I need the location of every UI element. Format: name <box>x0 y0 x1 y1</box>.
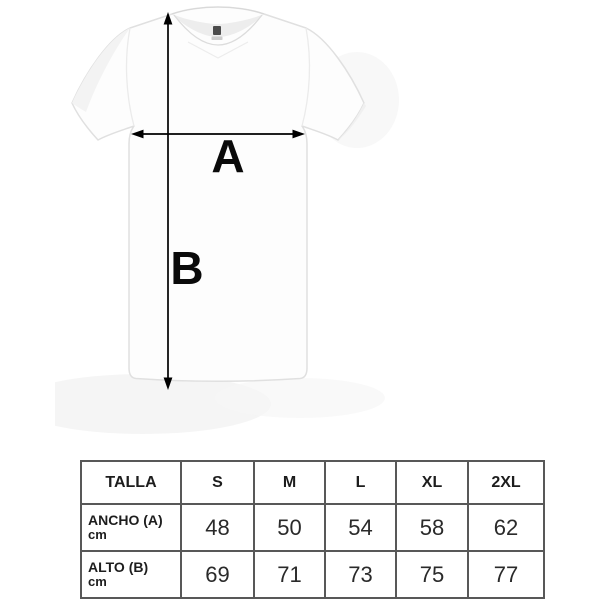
header-cell-2xl: 2XL <box>467 460 545 505</box>
header-cell-xl: XL <box>395 460 469 505</box>
width-value-xl: 58 <box>395 503 469 552</box>
width-row: ANCHO (A) cm 48 50 54 58 62 <box>80 503 545 552</box>
width-value-2xl: 62 <box>467 503 545 552</box>
width-value-m: 50 <box>253 503 326 552</box>
size-table: TALLA S M L XL 2XL ANCHO (A) cm 48 50 54… <box>80 460 545 599</box>
tshirt-body <box>71 6 365 382</box>
height-row-label: ALTO (B) <box>88 558 149 575</box>
height-value-l: 73 <box>324 550 397 599</box>
height-row-label-cell: ALTO (B) cm <box>80 550 182 599</box>
header-cell-talla: TALLA <box>80 460 182 505</box>
shadow-bottom-left <box>15 374 271 434</box>
chest-v-seam <box>187 41 249 59</box>
right-sleeve-shade <box>338 103 366 140</box>
size-table-header-row: TALLA S M L XL 2XL <box>80 460 545 505</box>
width-row-label-cell: ANCHO (A) cm <box>80 503 182 552</box>
width-arrow <box>131 129 305 139</box>
header-cell-m: M <box>253 460 326 505</box>
right-sleeve-seam <box>301 27 311 127</box>
height-value-m: 71 <box>253 550 326 599</box>
collar-band-edge <box>173 14 263 46</box>
header-cell-l: L <box>324 460 397 505</box>
height-arrow <box>163 12 173 390</box>
brand-tag-text-icon <box>211 36 223 40</box>
left-sleeve-shade <box>72 28 130 112</box>
height-label: B <box>170 242 203 294</box>
collar-top-edge <box>171 6 265 15</box>
height-row: ALTO (B) cm 69 71 73 75 77 <box>80 550 545 599</box>
height-value-xl: 75 <box>395 550 469 599</box>
tshirt-diagram: A B <box>15 0 400 455</box>
height-row-unit: cm <box>88 574 107 590</box>
tshirt-graphic: A B <box>15 6 399 434</box>
shadow-bottom-right <box>215 378 385 418</box>
width-row-unit: cm <box>88 527 107 543</box>
width-label: A <box>211 130 244 182</box>
brand-tag-icon <box>213 26 221 35</box>
width-value-s: 48 <box>180 503 255 552</box>
left-sleeve-seam <box>125 27 135 127</box>
height-value-s: 69 <box>180 550 255 599</box>
collar-opening <box>172 14 264 37</box>
width-value-l: 54 <box>324 503 397 552</box>
width-row-label: ANCHO (A) <box>88 511 163 528</box>
header-cell-s: S <box>180 460 255 505</box>
height-value-2xl: 77 <box>467 550 545 599</box>
